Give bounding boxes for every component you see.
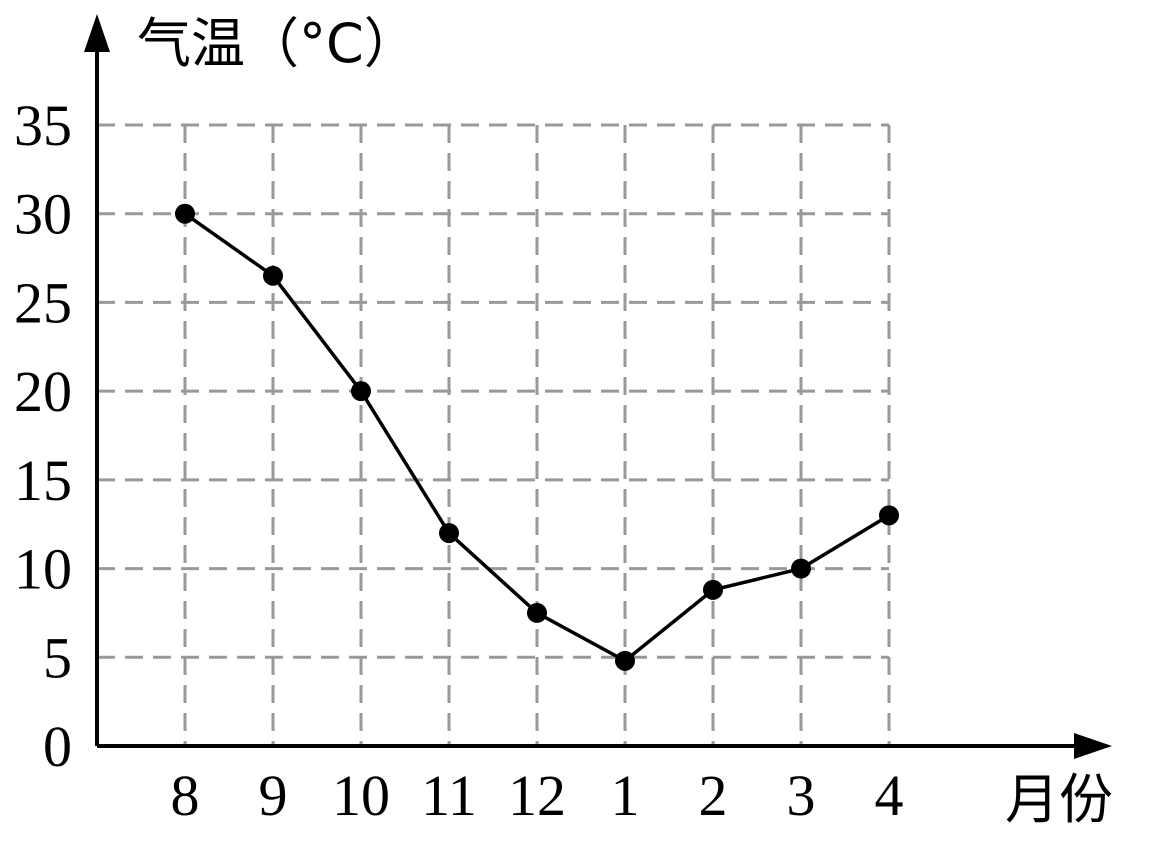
x-axis-arrow: [1074, 733, 1112, 759]
data-point: [615, 650, 635, 671]
data-point: [791, 558, 811, 579]
data-point: [703, 579, 723, 600]
x-axis-title: 月份: [1005, 768, 1113, 831]
data-point: [879, 505, 899, 526]
x-tick-label: 11: [421, 763, 477, 828]
y-tick-label: 0: [43, 714, 72, 779]
y-tick-label: 30: [14, 182, 72, 247]
y-tick-label: 15: [14, 448, 72, 513]
x-tick-label: 10: [332, 763, 390, 828]
y-tick-labels: 0 5 10 15 20 25 30 35: [14, 93, 72, 779]
x-tick-label: 9: [259, 763, 288, 828]
axes: [84, 14, 1112, 759]
x-tick-label: 12: [508, 763, 566, 828]
x-tick-labels: 8 9 10 11 12 1 2 3 4: [171, 763, 904, 828]
y-axis-arrow: [84, 14, 110, 52]
x-tick-label: 2: [699, 763, 728, 828]
series: [175, 203, 899, 671]
x-tick-label: 4: [875, 763, 904, 828]
grid: [97, 123, 891, 746]
x-tick-label: 8: [171, 763, 200, 828]
y-tick-label: 20: [14, 359, 72, 424]
x-tick-label: 1: [611, 763, 640, 828]
data-point: [263, 265, 283, 286]
data-point: [175, 203, 195, 224]
y-tick-label: 10: [14, 537, 72, 602]
y-axis-title: 气温（°C）: [137, 12, 418, 75]
data-point: [527, 602, 547, 623]
data-point: [439, 523, 459, 544]
y-tick-label: 25: [14, 270, 72, 335]
y-tick-label: 35: [14, 93, 72, 158]
data-point: [351, 381, 371, 402]
x-tick-label: 3: [787, 763, 816, 828]
y-tick-label: 5: [43, 625, 72, 690]
